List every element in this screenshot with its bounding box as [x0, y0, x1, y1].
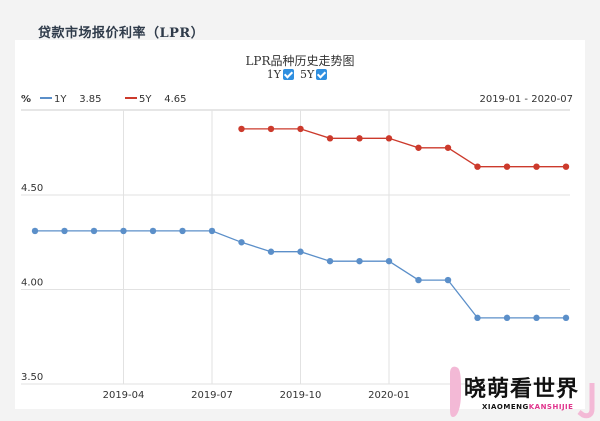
data-point-1y — [503, 314, 511, 322]
y-tick-label: 4.00 — [21, 278, 43, 289]
chart-panel: LPR品种历史走势图 1Y 5Y % 1Y 3.85 5Y 4.65 2019-0… — [15, 40, 595, 419]
legend-5y-swatch — [125, 97, 137, 99]
series-toggles: 1Y 5Y — [15, 68, 585, 81]
x-tick-label: 2019-04 — [103, 390, 145, 401]
data-point-1y — [208, 227, 216, 235]
page-title: 贷款市场报价利率（LPR） — [38, 26, 205, 41]
toggle-5y-label: 5Y — [300, 68, 315, 81]
data-point-5y — [562, 163, 570, 170]
data-point-1y — [415, 276, 422, 284]
data-point-1y — [356, 257, 363, 265]
line-chart: 3.50 4.00 4.50 2019-04 2019-07 2019-10 2020-01 — [21, 109, 570, 401]
data-point-5y — [444, 144, 452, 151]
watermark-logo: 晓萌看世界 XIAOMENGKANSHIJIE — [447, 363, 595, 421]
data-point-5y — [385, 135, 393, 142]
data-point-1y — [297, 248, 304, 255]
y-tick-label: 4.50 — [21, 183, 43, 194]
x-tick-label: 2019-07 — [191, 390, 233, 401]
data-point-5y — [326, 135, 334, 142]
data-point-1y — [444, 276, 452, 284]
unit-label: % — [21, 94, 32, 105]
data-point-5y — [238, 125, 245, 133]
page: 贷款市场报价利率（LPR） LPR品种历史走势图 1Y 5Y % 1Y 3.85 … — [0, 0, 600, 409]
toggle-1y-label: 1Y — [266, 68, 281, 81]
data-point-5y — [474, 163, 481, 170]
watermark-text: 晓萌看世界 — [464, 377, 580, 402]
data-point-1y — [474, 314, 481, 322]
y-tick-label: 3.50 — [21, 372, 43, 383]
data-point-1y — [179, 227, 186, 235]
date-range-label: 2019-01 - 2020-07 — [479, 94, 573, 105]
watermark-subtext: XIAOMENGKANSHIJIE — [482, 403, 574, 411]
legend-1y-name: 1Y — [54, 94, 67, 105]
data-point-5y — [503, 163, 511, 170]
legend-1y-swatch — [40, 97, 52, 99]
toggle-1y-checkbox[interactable] — [283, 69, 294, 80]
data-point-1y — [326, 257, 334, 265]
data-point-1y — [267, 248, 275, 255]
x-tick-label: 2019-10 — [280, 390, 322, 401]
data-point-1y — [61, 227, 68, 235]
data-point-1y — [120, 227, 127, 235]
data-point-5y — [415, 144, 422, 151]
legend-1y-value: 3.85 — [79, 94, 102, 105]
data-point-1y — [90, 227, 98, 235]
data-point-1y — [149, 227, 157, 235]
legend-5y-value: 4.65 — [164, 94, 187, 105]
data-point-1y — [533, 314, 540, 322]
legend-row: % 1Y 3.85 5Y 4.65 2019-01 - 2020-07 — [15, 94, 585, 110]
data-point-5y — [267, 125, 275, 133]
data-point-5y — [297, 125, 304, 133]
legend-item-5y[interactable]: 5Y 4.65 — [125, 94, 186, 105]
legend-5y-name: 5Y — [139, 94, 152, 105]
header: 贷款市场报价利率（LPR） — [0, 0, 600, 41]
data-point-1y — [31, 227, 39, 235]
data-point-1y — [385, 257, 393, 265]
data-point-5y — [533, 163, 540, 170]
data-point-1y — [562, 314, 570, 322]
data-point-1y — [238, 239, 245, 246]
series-line-5y — [241, 128, 566, 168]
legend-item-1y[interactable]: 1Y 3.85 — [40, 94, 101, 105]
x-tick-label: 2020-01 — [368, 390, 410, 401]
toggle-5y-checkbox[interactable] — [316, 69, 328, 80]
chart-title: LPR品种历史走势图 — [245, 54, 355, 68]
data-point-5y — [356, 135, 363, 142]
